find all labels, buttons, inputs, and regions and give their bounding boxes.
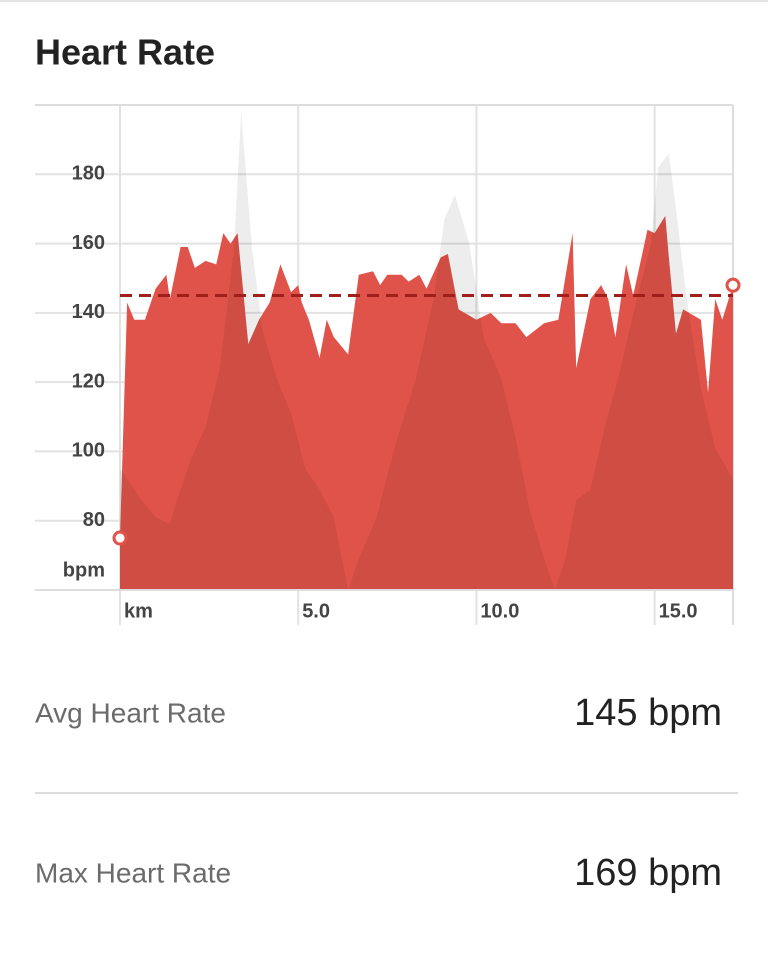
- chart: 80 100 120 140 160 180 km 5.0 10.0 15.0 bpm: [35, 104, 741, 625]
- stat-value: 145 bpm: [574, 692, 722, 734]
- y-tick-label: 80: [83, 509, 105, 531]
- y-tick-label: 140: [72, 301, 105, 323]
- area: [120, 111, 733, 590]
- y-tick-label: 100: [72, 440, 105, 462]
- y-axis-label: bpm: [63, 559, 105, 581]
- y-tick-label: 160: [72, 232, 105, 254]
- stat-value: 169 bpm: [574, 852, 722, 894]
- stat-label: Avg Heart Rate: [35, 697, 226, 728]
- x-tick-label: 15.0: [659, 600, 698, 622]
- x-tick-label: 5.0: [302, 600, 330, 622]
- x-tick-label: 10.0: [480, 600, 519, 622]
- x-tick-label: km: [124, 600, 153, 622]
- area: [120, 215, 733, 590]
- title: Heart Rate: [35, 32, 215, 73]
- end-marker: [112, 530, 128, 546]
- y-tick-label: 120: [72, 370, 105, 392]
- stat-label: Max Heart Rate: [35, 857, 231, 888]
- y-tick-label: 180: [72, 163, 105, 185]
- end-marker: [725, 277, 741, 293]
